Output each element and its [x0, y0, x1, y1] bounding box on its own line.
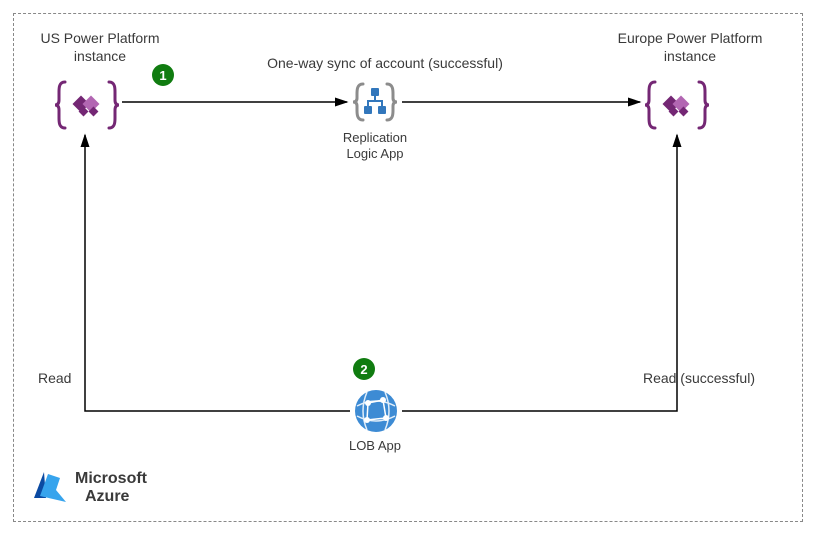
- step-badge-1: 1: [152, 64, 174, 86]
- logic-app-label: Replication Logic App: [325, 130, 425, 163]
- read-left-label: Read: [38, 370, 88, 388]
- power-platform-icon-us: [55, 78, 119, 132]
- lob-app-label: LOB App: [335, 438, 415, 454]
- step-badge-2-text: 2: [360, 362, 367, 377]
- azure-logo-icon: [30, 468, 70, 508]
- azure-brand-text: Microsoft Azure: [75, 470, 147, 507]
- brand-line1: Microsoft: [75, 470, 147, 488]
- logic-app-icon: [351, 78, 399, 126]
- power-platform-icon-eu: [645, 78, 709, 132]
- step-badge-2: 2: [353, 358, 375, 380]
- us-instance-label: US Power Platform instance: [30, 30, 170, 65]
- brand-line2: Azure: [75, 488, 147, 506]
- eu-instance-label: Europe Power Platform instance: [600, 30, 780, 65]
- step-badge-1-text: 1: [159, 68, 166, 83]
- sync-title: One-way sync of account (successful): [245, 55, 525, 73]
- lob-app-icon: [353, 388, 399, 434]
- read-right-label: Read (successful): [605, 370, 755, 388]
